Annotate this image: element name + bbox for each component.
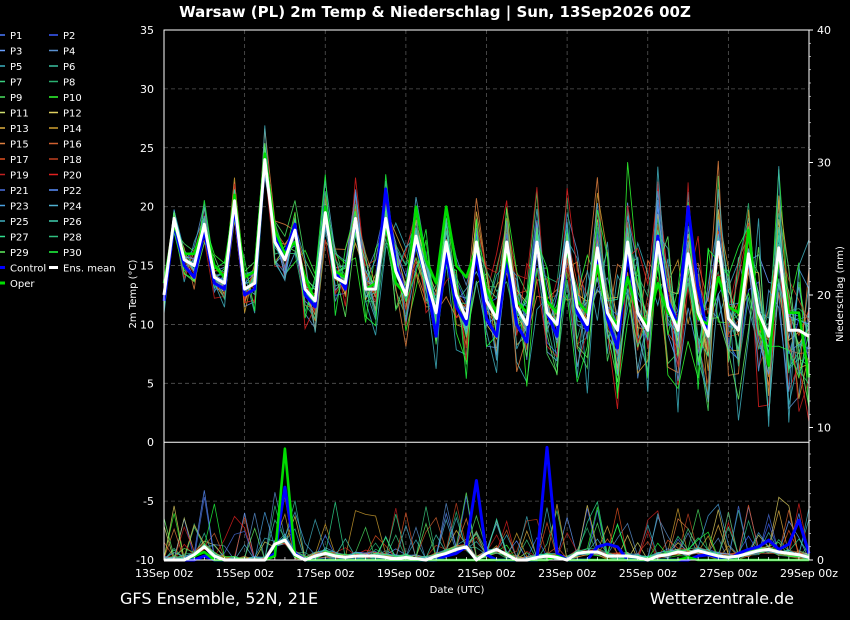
legend-label-p2: P2: [63, 31, 75, 42]
x-tick-label: 13Sep 00z: [135, 567, 193, 580]
y-left-tick-label: 20: [140, 201, 154, 214]
y-axis-left-label: 2m Temp (°C): [128, 259, 139, 328]
legend-label-p29: P29: [10, 248, 29, 259]
legend-label-p27: P27: [10, 233, 29, 244]
chart-title: Warsaw (PL) 2m Temp & Niederschlag | Sun…: [179, 3, 691, 22]
legend-label-control: Control: [10, 264, 46, 275]
legend-label-p21: P21: [10, 186, 29, 197]
legend-label-p22: P22: [63, 186, 82, 197]
x-axis-label: Date (UTC): [430, 585, 485, 596]
y-left-tick-label: 35: [140, 24, 154, 37]
legend-label-p24: P24: [63, 202, 82, 213]
legend-label-p10: P10: [63, 93, 82, 104]
x-tick-label: 15Sep 00z: [216, 567, 274, 580]
x-tick-label: 17Sep 00z: [296, 567, 354, 580]
y-right-tick-label: 30: [817, 157, 831, 170]
x-tick-label: 25Sep 00z: [619, 567, 677, 580]
legend-label-p8: P8: [63, 78, 75, 89]
y-left-tick-label: 15: [140, 260, 154, 273]
y-left-tick-label: 5: [147, 377, 154, 390]
legend-label-p18: P18: [63, 155, 82, 166]
y-axis-right-label: Niederschlag (mm): [835, 246, 846, 342]
legend-label-p13: P13: [10, 124, 29, 135]
legend-label-p26: P26: [63, 217, 82, 228]
y-right-tick-label: 20: [817, 289, 831, 302]
y-left-tick-label: -10: [136, 554, 154, 567]
legend-label-p1: P1: [10, 31, 22, 42]
legend-label-p6: P6: [63, 62, 75, 73]
legend-label-oper: Oper: [10, 279, 35, 290]
footer-site: Wetterzentrale.de: [650, 589, 794, 608]
legend-label-p5: P5: [10, 62, 22, 73]
legend-label-p28: P28: [63, 233, 82, 244]
ens-mean-precip-line: [164, 538, 810, 562]
x-tick-label: 27Sep 00z: [699, 567, 757, 580]
legend-label-p30: P30: [63, 248, 82, 259]
legend-label-p4: P4: [63, 47, 75, 58]
legend-label-p25: P25: [10, 217, 29, 228]
x-tick-label: 21Sep 00z: [458, 567, 516, 580]
legend-label-p7: P7: [10, 78, 22, 89]
control-temp-line: [162, 158, 710, 350]
legend-label-ens-mean: Ens. mean: [63, 264, 116, 275]
legend-label-p14: P14: [63, 124, 82, 135]
legend-label-p9: P9: [10, 93, 22, 104]
y-right-tick-label: 10: [817, 422, 831, 435]
legend-label-p23: P23: [10, 202, 29, 213]
legend-label-p3: P3: [10, 47, 22, 58]
legend-label-p15: P15: [10, 140, 29, 151]
y-left-tick-label: -5: [143, 495, 154, 508]
ens-mean-temp-line: [162, 158, 810, 338]
y-left-tick-label: 30: [140, 83, 154, 96]
y-right-tick-label: 0: [817, 554, 824, 567]
legend: P1 P2 P3 P4 P5 P6 P7 P8 P9 P10 P11 P12 P13 P14 P15 P16 P…: [0, 31, 116, 290]
x-tick-label: 19Sep 00z: [377, 567, 435, 580]
legend-label-p20: P20: [63, 171, 82, 182]
main-series: [162, 152, 811, 562]
x-tick-label: 29Sep 00z: [780, 567, 838, 580]
y-left-tick-label: 25: [140, 142, 154, 155]
legend-label-p17: P17: [10, 155, 29, 166]
y-left-tick-label: 10: [140, 318, 154, 331]
x-tick-label: 23Sep 00z: [538, 567, 596, 580]
legend-label-p12: P12: [63, 109, 82, 120]
legend-label-p16: P16: [63, 140, 82, 151]
y-right-tick-label: 40: [817, 24, 831, 37]
footer-model-info: GFS Ensemble, 52N, 21E: [120, 589, 318, 608]
legend-label-p19: P19: [10, 171, 29, 182]
y-left-tick-label: 0: [147, 436, 154, 449]
legend-label-p11: P11: [10, 109, 29, 120]
